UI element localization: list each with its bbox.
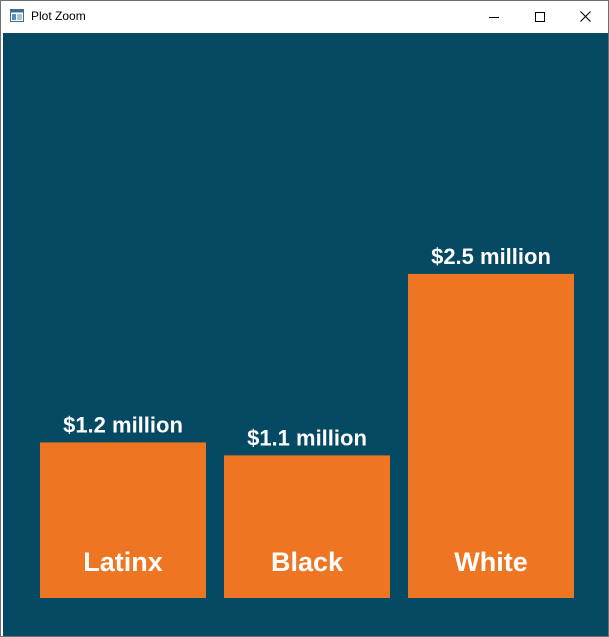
bar-value-label: $1.1 million — [247, 425, 367, 450]
close-button[interactable] — [562, 1, 608, 32]
maximize-button[interactable] — [517, 1, 563, 32]
bar-black — [224, 455, 390, 598]
category-label: Black — [271, 547, 344, 577]
bar-chart: $1.2 million Latinx $1.1 million Black $2.5 … — [3, 33, 608, 636]
close-icon — [579, 11, 591, 22]
bar-value-label: $1.2 million — [63, 412, 183, 437]
window-title: Plot Zoom — [31, 9, 86, 23]
category-label: White — [454, 547, 528, 577]
title-bar[interactable]: Plot Zoom — [1, 1, 608, 32]
minimize-button[interactable] — [471, 1, 517, 32]
bar-white — [408, 273, 574, 598]
plot-area: $1.2 million Latinx $1.1 million Black $2.5 … — [3, 33, 608, 636]
plot-zoom-app-icon — [10, 9, 24, 22]
bar-latinx — [40, 442, 206, 598]
bar-value-label: $2.5 million — [431, 244, 551, 269]
maximize-icon — [535, 11, 545, 22]
category-label: Latinx — [83, 547, 163, 577]
minimize-icon — [489, 12, 499, 22]
